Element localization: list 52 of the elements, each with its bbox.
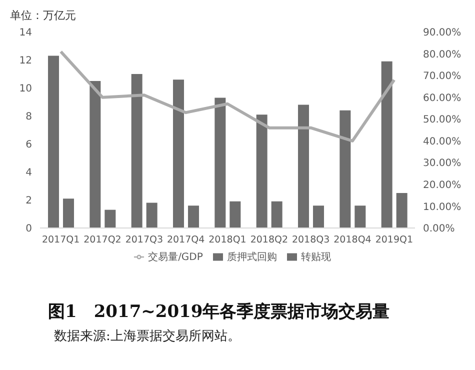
bar [188,206,199,228]
x-tick-label: 2018Q1 [208,234,246,246]
x-tick-label: 2018Q2 [250,234,288,246]
x-tick-label: 2018Q3 [292,234,330,246]
bar [340,110,351,228]
bar [48,56,59,228]
bar [63,198,74,228]
bar [214,98,226,228]
x-tick-label: 2019Q1 [375,234,414,246]
bar [256,114,268,228]
y-tick-label: 12 [19,56,32,67]
bar [271,201,282,228]
bar [396,193,408,228]
bar [146,202,158,228]
y-tick-label: 6 [26,140,32,151]
bar [90,81,101,228]
y2-tick-label: 10.00% [423,202,462,213]
legend-label: 转贴现 [300,252,331,263]
y2-tick-label: 20.00% [423,180,462,191]
y-tick-label: 2 [26,196,32,207]
y-tick-label: 0 [26,224,32,235]
y-axis-title: 单位：万亿元 [10,8,77,24]
y-tick-label: 14 [19,28,32,39]
bar [354,206,366,228]
y-tick-label: 10 [19,84,32,95]
text: 图1 2017~2019年各季度票据市场交易量 [47,301,391,323]
legend-label: 质押式回购 [226,252,277,263]
line-series [59,50,396,142]
source-note: 数据来源:上海票据交易所网站。 [53,328,242,345]
y2-tick-label: 30.00% [423,158,462,170]
x-tick-label: 2017Q4 [166,234,205,246]
bar [173,80,184,228]
bar [131,74,142,228]
x-tick-label: 2017Q2 [84,234,122,246]
bar [104,210,116,228]
x-tick-label: 2017Q1 [42,234,80,246]
x-tick-label: 2018Q4 [334,234,372,246]
y2-tick-label: 50.00% [423,114,462,126]
bar [230,201,241,228]
y-tick-label: 4 [26,168,32,179]
y-tick-label: 8 [26,112,32,123]
y2-tick-label: 60.00% [423,92,462,104]
y2-tick-label: 90.00% [423,28,462,39]
y2-tick-label: 0.00% [423,224,455,235]
bar [298,104,309,228]
bar [313,206,324,228]
y2-tick-label: 70.00% [423,71,462,82]
y2-tick-label: 80.00% [423,49,462,60]
y2-tick-label: 40.00% [423,136,462,148]
legend-label: 交易量/GDP [148,252,203,263]
bar [381,61,392,228]
x-tick-label: 2017Q3 [125,234,164,246]
